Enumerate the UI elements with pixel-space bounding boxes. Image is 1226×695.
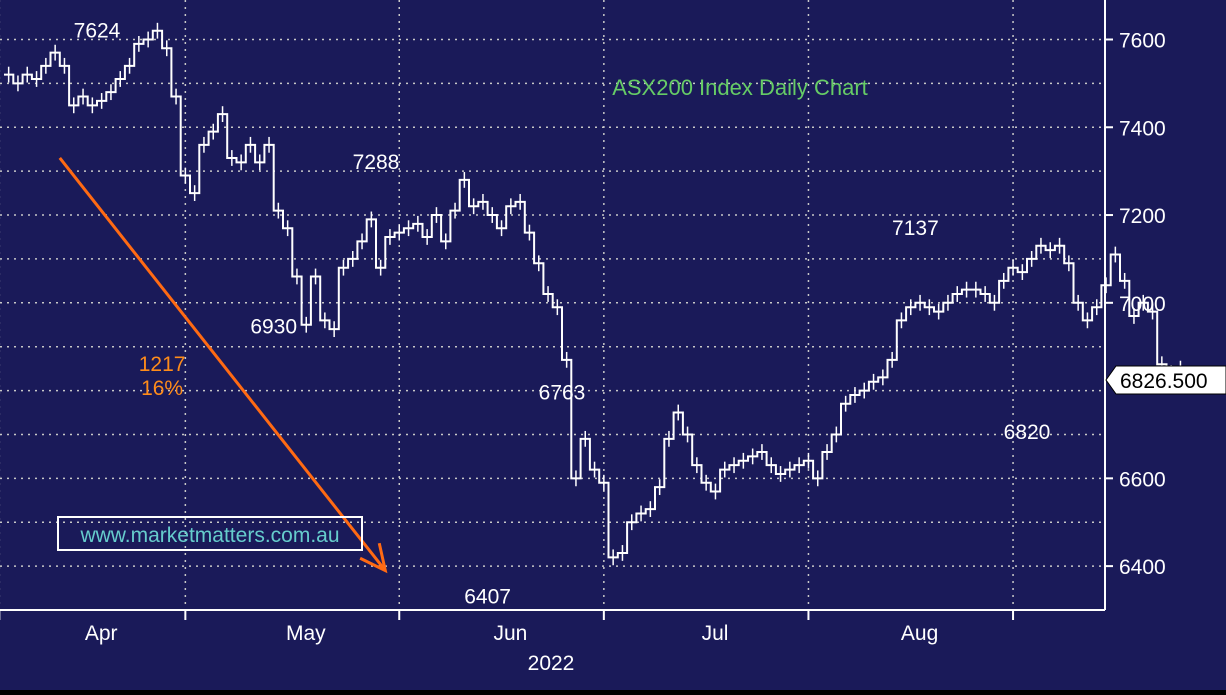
last-price-tag-shape bbox=[1105, 365, 1226, 395]
price-annotation: 6407 bbox=[464, 585, 511, 608]
y-tick-label: 6600 bbox=[1119, 468, 1166, 491]
price-annotation: 7624 bbox=[74, 19, 121, 42]
decline-arrow-line bbox=[58, 157, 387, 572]
chart-title: ASX200 Index Daily Chart bbox=[612, 75, 868, 100]
last-price-value: 6826.500 bbox=[1120, 370, 1208, 393]
x-tick-label: Jul bbox=[702, 622, 729, 645]
price-annotation: 6930 bbox=[250, 316, 297, 339]
axis-layer bbox=[0, 0, 1106, 611]
y-tick-label: 6400 bbox=[1119, 556, 1166, 579]
y-tick-label: 7600 bbox=[1119, 29, 1166, 52]
price-annotation: 7137 bbox=[892, 217, 939, 240]
arrow-layer bbox=[58, 157, 388, 574]
price-annotation: 6820 bbox=[1004, 421, 1051, 444]
y-tick-label: 7200 bbox=[1119, 205, 1166, 228]
last-price-tag: 6826.500 bbox=[1105, 365, 1226, 395]
watermark-border bbox=[57, 516, 363, 551]
watermark-box[interactable]: www.marketmatters.com.au bbox=[57, 516, 363, 551]
x-axis-year-label: 2022 bbox=[528, 652, 575, 675]
price-series-line bbox=[4, 29, 1195, 559]
price-annotation: 16% bbox=[141, 377, 183, 400]
price-layer bbox=[4, 22, 1195, 566]
decline-arrow-head bbox=[359, 542, 388, 574]
watermark-text[interactable]: www.marketmatters.com.au bbox=[79, 524, 339, 547]
y-tick-label: 7400 bbox=[1119, 117, 1166, 140]
x-ticks: Apr May Jun Jul Aug bbox=[0, 610, 1015, 645]
x-tick-label: Apr bbox=[85, 622, 118, 645]
price-annotation: 7288 bbox=[353, 151, 400, 174]
price-annotation: 6763 bbox=[539, 381, 586, 404]
price-annotation: 1217 bbox=[139, 353, 186, 376]
x-tick-label: Aug bbox=[901, 622, 938, 645]
x-tick-label: May bbox=[286, 622, 326, 645]
x-tick-label: Jun bbox=[493, 622, 527, 645]
y-tick-label: 7000 bbox=[1119, 293, 1166, 316]
y-ticks: 6400 6600 7000 7200 7400 7600 bbox=[1105, 29, 1166, 579]
